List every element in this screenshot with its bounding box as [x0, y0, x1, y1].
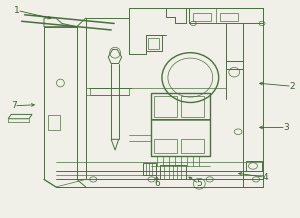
Bar — [193, 13, 211, 21]
Bar — [154, 139, 177, 153]
Bar — [152, 93, 210, 119]
Text: 5: 5 — [196, 179, 202, 188]
Bar — [160, 165, 186, 179]
Text: 7: 7 — [11, 101, 17, 110]
Text: 4: 4 — [262, 173, 268, 182]
Text: 2: 2 — [289, 82, 295, 91]
Bar — [182, 96, 204, 117]
Text: 6: 6 — [154, 179, 160, 188]
Bar — [189, 8, 263, 24]
Bar — [142, 163, 156, 175]
Bar — [154, 96, 177, 117]
Text: 3: 3 — [283, 123, 289, 132]
Bar — [182, 139, 204, 153]
Bar — [220, 13, 238, 21]
Bar — [226, 61, 243, 69]
Bar — [152, 93, 210, 156]
Bar — [148, 37, 159, 49]
Bar — [246, 161, 262, 171]
Bar — [152, 120, 210, 156]
Bar — [146, 35, 162, 51]
Text: 1: 1 — [14, 6, 20, 15]
Bar — [90, 89, 129, 95]
Bar — [49, 116, 60, 129]
